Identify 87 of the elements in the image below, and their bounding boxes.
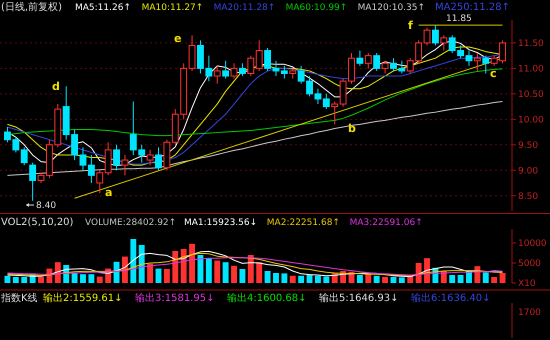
y-tick-label: 9.50	[518, 140, 538, 151]
y-tick-label: 10000	[518, 239, 547, 250]
bar	[180, 249, 187, 283]
text: MA60:10.99↑	[286, 3, 348, 13]
series-label: VOLUME:28402.92↑	[85, 218, 176, 228]
y-tick-label: 8.50	[518, 192, 538, 202]
y-tick-label: 10.00	[518, 115, 544, 126]
line-series	[6, 257, 504, 276]
bar	[482, 272, 489, 283]
bar	[72, 273, 78, 283]
candlestick	[121, 154, 128, 176]
bar	[390, 277, 396, 283]
bar	[214, 260, 220, 283]
bar	[12, 277, 19, 283]
bar	[4, 276, 10, 283]
bar	[365, 274, 372, 283]
chart-title: VOL2(5,10,20)	[1, 217, 74, 228]
y-tick-label: 11.50	[518, 39, 544, 50]
text: 1700	[518, 308, 542, 318]
annotation: d	[52, 80, 60, 93]
text: 输出5:1646.93↓	[319, 292, 398, 304]
y-tick-label: 10.50	[518, 90, 544, 100]
text: MA1:15923.56↓	[184, 218, 258, 228]
bar	[323, 276, 330, 283]
bar	[449, 275, 456, 283]
bar	[130, 239, 136, 283]
bar	[239, 269, 246, 283]
annotation: b	[348, 122, 356, 135]
candlestick	[113, 144, 120, 171]
bar	[88, 274, 94, 283]
bar	[147, 264, 154, 283]
chart-title: (日线,前复权)	[1, 1, 62, 13]
bar	[315, 276, 321, 283]
bar	[206, 258, 212, 283]
candlestick	[382, 60, 389, 74]
bar	[298, 276, 304, 283]
bar	[231, 266, 237, 283]
bar	[374, 276, 380, 283]
y-tick-label: 5000	[518, 259, 542, 270]
bar	[256, 262, 262, 283]
text: MA3:22591.06↑	[350, 218, 423, 228]
bar	[80, 274, 86, 283]
bar	[38, 277, 44, 283]
text: 输出2:1559.61↓	[43, 292, 122, 304]
text: 指数K线	[0, 292, 38, 304]
bar	[306, 275, 312, 283]
text: 输出6:1636.40↓	[411, 292, 490, 304]
y-tick-label: X10	[518, 279, 536, 290]
bar	[164, 269, 170, 283]
text: MA250:11.28↑	[435, 2, 510, 13]
bar	[356, 275, 363, 283]
bar	[189, 244, 195, 283]
bar	[273, 273, 279, 283]
bar	[398, 277, 405, 283]
candlestick	[146, 149, 154, 166]
annotation: a	[105, 186, 112, 199]
text: MA2:22251.68↑	[266, 218, 340, 228]
candlestick	[214, 65, 221, 84]
annotation: e	[174, 32, 182, 45]
bar	[114, 262, 120, 283]
bar	[458, 275, 464, 283]
text: MA20:11.28↑	[214, 3, 276, 13]
text: 输出4:1600.68↓	[227, 292, 306, 304]
bar	[281, 273, 288, 283]
bar	[156, 268, 162, 283]
candlestick	[155, 146, 162, 171]
bar	[198, 255, 204, 283]
bar	[264, 271, 271, 283]
text: 输出3:1581.95↓	[135, 292, 214, 304]
text: MA120:10.35↑	[358, 3, 426, 13]
bar	[21, 277, 28, 283]
bar	[382, 277, 388, 283]
bar	[500, 273, 506, 283]
y-tick-label: 11.00	[518, 64, 544, 75]
text: MA10:11.27↑	[142, 3, 204, 13]
y-tick-label: 9.00	[518, 166, 538, 176]
annotation: 8.40	[36, 201, 56, 211]
annotation: 11.85	[446, 14, 472, 24]
annotation: f	[408, 19, 413, 32]
annotation: c	[490, 67, 497, 80]
bar	[416, 263, 422, 283]
bar	[290, 276, 296, 283]
bar	[222, 262, 229, 283]
text: MA5:11.26↑	[75, 3, 131, 13]
bar	[96, 276, 103, 283]
bar	[491, 277, 498, 283]
candlestick	[474, 52, 481, 72]
